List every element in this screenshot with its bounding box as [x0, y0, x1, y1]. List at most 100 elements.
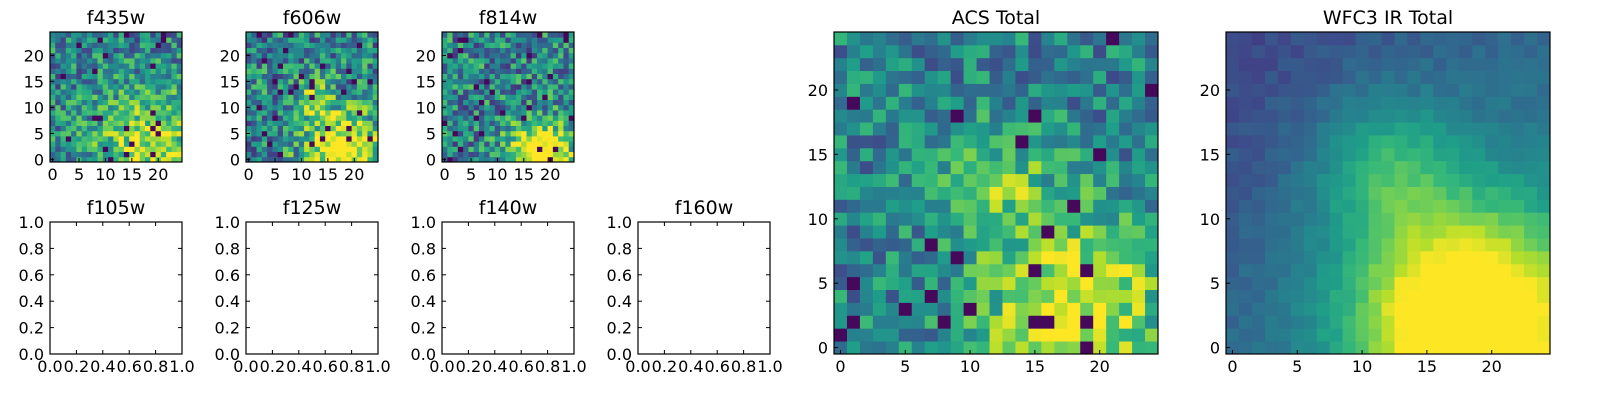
- heatmap-cell: [447, 136, 453, 142]
- heatmap-cell: [547, 104, 554, 111]
- heatmap-cell: [134, 136, 141, 142]
- heatmap-cell: [1054, 199, 1068, 213]
- heatmap-cell: [463, 110, 469, 116]
- heatmap-cell: [298, 99, 305, 106]
- heatmap-cell: [171, 104, 178, 111]
- heatmap-cell: [885, 199, 900, 213]
- heatmap-cell: [86, 146, 93, 152]
- heatmap-cell: [1132, 186, 1146, 200]
- heatmap-cell: [547, 84, 554, 90]
- heatmap-cell: [351, 120, 358, 126]
- heatmap-cell: [362, 47, 368, 54]
- heatmap-cell: [1251, 328, 1266, 342]
- heatmap-cell: [1015, 44, 1029, 59]
- heatmap-cell: [351, 63, 358, 69]
- heatmap-cell: [319, 94, 326, 100]
- heatmap-cell: [447, 94, 453, 100]
- heatmap-cell: [267, 73, 273, 80]
- heatmap-cell: [277, 156, 284, 163]
- heatmap-cell: [60, 141, 67, 147]
- heatmap-cell: [1446, 250, 1460, 265]
- heatmap-cell: [1067, 302, 1081, 316]
- heatmap-cell: [1433, 186, 1447, 200]
- heatmap-cell: [1381, 109, 1395, 123]
- heatmap-cell: [319, 136, 326, 142]
- x-tick-label: 0.2: [456, 357, 481, 376]
- heatmap-cell: [367, 125, 374, 132]
- heatmap-cell: [1381, 44, 1395, 59]
- heatmap-cell: [478, 32, 485, 38]
- heatmap-cell: [65, 78, 72, 85]
- heatmap-cell: [335, 156, 342, 163]
- heatmap-cell: [282, 125, 289, 132]
- heatmap-cell: [76, 84, 83, 90]
- heatmap-cell: [1277, 122, 1292, 136]
- heatmap-cell: [937, 315, 952, 329]
- heatmap-cell: [1420, 109, 1434, 123]
- heatmap-cell: [1498, 109, 1512, 123]
- x-tick-label: 10: [291, 165, 311, 184]
- heatmap-cell: [86, 130, 93, 137]
- heatmap-cell: [1433, 225, 1447, 239]
- heatmap-cell: [176, 78, 183, 85]
- heatmap-cell: [1015, 70, 1029, 84]
- heatmap-cell: [160, 32, 167, 38]
- heatmap-cell: [521, 104, 527, 111]
- heatmap-cell: [50, 47, 56, 54]
- heatmap-cell: [1472, 32, 1486, 46]
- heatmap-cell: [288, 89, 294, 95]
- heatmap-cell: [261, 32, 268, 38]
- heatmap-cell: [113, 84, 120, 90]
- x-tick-label: 20: [1482, 357, 1502, 376]
- heatmap-cell: [1316, 122, 1331, 136]
- heatmap-cell: [298, 136, 305, 142]
- heatmap-cell: [1485, 238, 1499, 252]
- heatmap-cell: [898, 135, 913, 149]
- heatmap-cell: [1381, 57, 1395, 72]
- heatmap-cell: [489, 125, 496, 132]
- heatmap-cell: [463, 146, 469, 152]
- heatmap-cell: [356, 110, 363, 116]
- heatmap-cell: [463, 68, 469, 74]
- heatmap-cell: [367, 136, 374, 142]
- heatmap-cell: [1498, 32, 1512, 46]
- heatmap-cell: [314, 130, 321, 137]
- heatmap-cell: [309, 84, 316, 90]
- heatmap-cell: [1446, 122, 1460, 136]
- heatmap-cell: [129, 32, 135, 38]
- heatmap-cell: [356, 115, 363, 121]
- heatmap-cells: [50, 32, 183, 163]
- heatmap-cell: [155, 73, 162, 80]
- heatmap-cell: [478, 151, 485, 158]
- heatmap-cell: [1093, 328, 1107, 342]
- heatmap-cell: [372, 110, 379, 116]
- heatmap-cell: [1329, 263, 1344, 278]
- heatmap-cell: [1420, 70, 1434, 84]
- heatmap-cell: [309, 47, 316, 54]
- heatmap-cell: [139, 99, 146, 106]
- heatmap-cell: [272, 110, 279, 116]
- heatmap-cell: [309, 99, 316, 106]
- heatmap-cell: [277, 73, 284, 80]
- heatmap-cell: [447, 47, 453, 54]
- heatmap-cell: [277, 136, 284, 142]
- heatmap-cell: [1459, 57, 1473, 72]
- heatmap-cell: [155, 47, 162, 54]
- heatmap-cell: [1290, 238, 1305, 252]
- heatmap-cell: [304, 99, 310, 106]
- heatmap-cell: [319, 104, 326, 111]
- heatmap-cell: [108, 42, 114, 48]
- heatmap-cell: [267, 58, 273, 64]
- heatmap-cell: [1511, 122, 1525, 136]
- heatmap-cell: [489, 58, 496, 64]
- heatmap-cell: [251, 120, 257, 126]
- heatmap-cell: [1459, 122, 1473, 136]
- heatmap-cell: [478, 94, 485, 100]
- heatmap-cell: [515, 58, 522, 64]
- heatmap-cell: [1002, 57, 1016, 72]
- heatmap-cell: [1420, 263, 1434, 278]
- heatmap-cell: [330, 115, 337, 121]
- heatmap-cell: [1080, 83, 1094, 97]
- heatmap-cell: [552, 73, 559, 80]
